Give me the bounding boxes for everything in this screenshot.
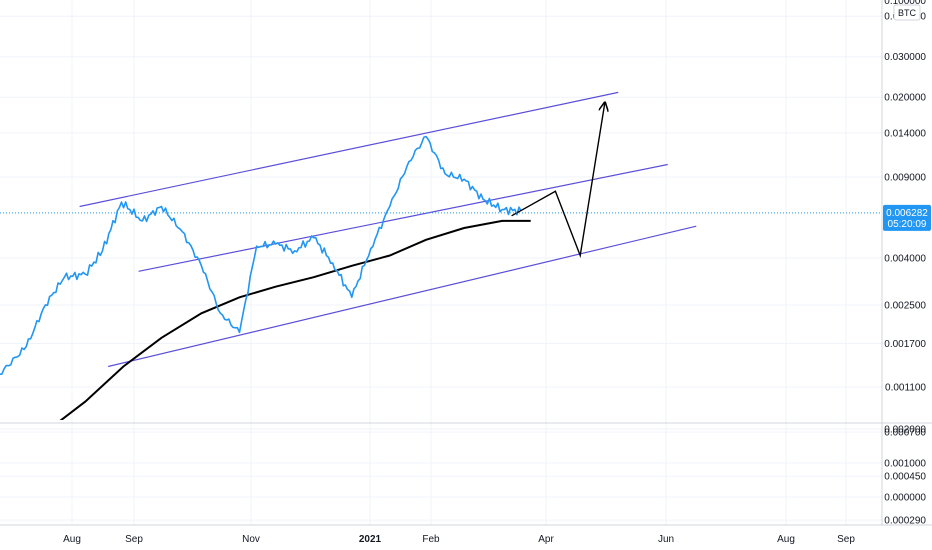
current-price-tag: 0.006282 05:20:09 [883,204,931,231]
current-price-value: 0.006282 [886,208,928,219]
time-tick-label: Jun [658,534,674,545]
time-tick-label: Aug [777,534,795,545]
bar-countdown: 05:20:09 [888,219,927,230]
price-tick-label: 0.000450 [884,472,926,483]
lower-price-tick-label: 0.002000 [884,425,926,436]
price-tick-label: 0.001700 [884,339,926,350]
price-tick-label: 0.100000 [884,0,926,7]
time-tick-label: Feb [422,534,440,545]
channel-line [108,225,697,368]
currency-badge [893,4,921,21]
lower-price-tick-label: 0.001000 [884,459,926,470]
projection-arrow [511,102,605,259]
price-line [0,135,522,375]
moving-average-line [59,219,531,420]
time-tick-label: Nov [242,534,260,545]
channel-lines [79,91,697,368]
time-tick-label: Sep [125,534,143,545]
lower-price-axis[interactable]: 0.002000 0.001000 0.000000 [884,425,926,504]
time-axis[interactable]: Aug Sep Nov 2021 Feb Apr Jun Aug Sep [63,534,855,545]
price-tick-label: 0.009000 [884,173,926,184]
time-tick-label: Sep [837,534,855,545]
time-tick-label: Aug [63,534,81,545]
channel-line [79,91,619,208]
price-tick-label: 0.014000 [884,128,926,139]
grid-lines [0,0,882,525]
price-axis[interactable]: 0.0700000.0450000.0300000.0200000.014000… [884,0,926,527]
price-tick-label: 0.004000 [884,254,926,265]
time-tick-label: Apr [538,534,554,545]
price-tick-label: 0.002500 [884,300,926,311]
price-tick-label: 0.020000 [884,93,926,104]
channel-line [138,163,668,272]
lower-price-tick-label: 0.000000 [884,493,926,504]
currency-label: BTC [898,8,917,18]
price-tick-label: 0.000700 [884,428,926,439]
time-tick-label: 2021 [359,534,382,545]
price-tick-label: 0.001100 [885,382,926,393]
price-tick-label: 0.030000 [884,52,926,63]
price-tick-label: 0.000290 [884,516,926,527]
